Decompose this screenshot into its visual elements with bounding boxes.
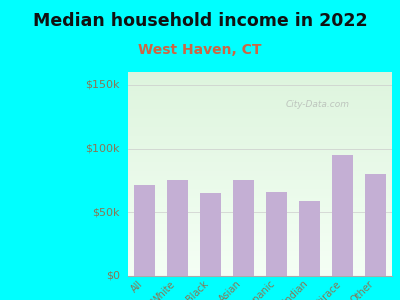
Bar bbox=[332, 155, 353, 276]
Bar bbox=[167, 180, 188, 276]
Bar bbox=[233, 180, 254, 276]
Text: Median household income in 2022: Median household income in 2022 bbox=[33, 12, 367, 30]
Text: $100k: $100k bbox=[86, 143, 120, 154]
Bar bbox=[365, 174, 386, 276]
Bar bbox=[299, 201, 320, 276]
Bar bbox=[134, 185, 155, 276]
Text: $50k: $50k bbox=[92, 207, 120, 217]
Text: West Haven, CT: West Haven, CT bbox=[138, 44, 262, 58]
Bar bbox=[266, 192, 287, 276]
Text: $0: $0 bbox=[106, 271, 120, 281]
Text: $150k: $150k bbox=[86, 80, 120, 90]
Bar bbox=[200, 193, 221, 276]
Text: City-Data.com: City-Data.com bbox=[286, 100, 350, 109]
